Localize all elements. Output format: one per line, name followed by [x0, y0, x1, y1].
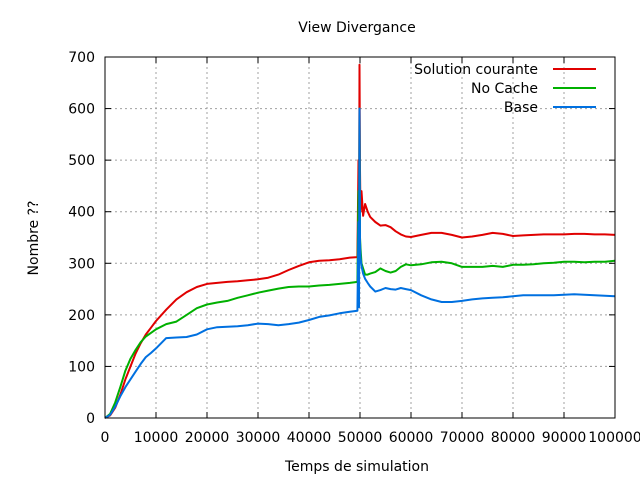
y-tick-label: 100	[68, 359, 95, 375]
y-tick-label: 500	[68, 153, 95, 169]
series-line-3	[104, 107, 616, 419]
x-tick-label: 90000	[542, 430, 587, 446]
x-axis-label: Temps de simulation	[284, 459, 429, 475]
legend-label: Solution courante	[414, 62, 538, 78]
legend-label: No Cache	[471, 81, 538, 97]
x-tick-label: 70000	[440, 430, 485, 446]
y-tick-label: 400	[68, 205, 95, 221]
x-tick-label: 30000	[236, 430, 281, 446]
legend-label: Base	[504, 100, 538, 116]
x-tick-label: 20000	[185, 430, 230, 446]
legend: Solution courante No Cache Base	[414, 62, 596, 116]
axis-ticks: 0 10000 20000 30000 40000 50000 60000 70000 8000…	[68, 50, 640, 446]
x-tick-label: 80000	[491, 430, 536, 446]
series-layer	[104, 63, 616, 419]
y-tick-label: 200	[68, 308, 95, 324]
plot-frame	[104, 56, 616, 419]
x-tick-label: 0	[101, 430, 110, 446]
y-tick-label: 300	[68, 256, 95, 272]
y-tick-label: 0	[86, 411, 95, 427]
x-tick-label: 100000	[588, 430, 640, 446]
chart-title: View Divergance	[298, 20, 415, 36]
y-tick-label: 600	[68, 102, 95, 118]
x-tick-label: 40000	[287, 430, 332, 446]
y-tick-label: 700	[68, 50, 95, 66]
x-tick-label: 60000	[389, 430, 434, 446]
x-tick-label: 10000	[134, 430, 179, 446]
y-axis-label: Nombre ??	[26, 201, 42, 276]
x-tick-label: 50000	[338, 430, 383, 446]
